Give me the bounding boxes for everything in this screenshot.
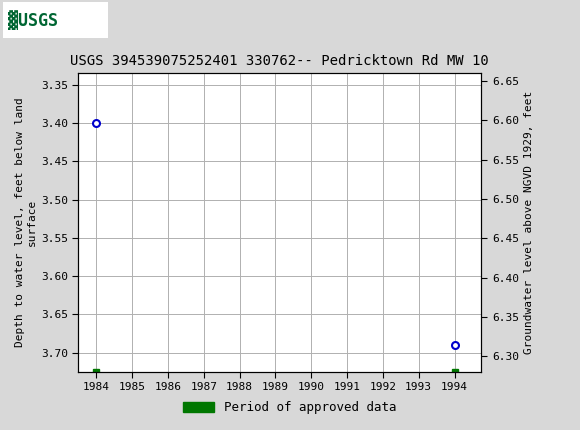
Y-axis label: Depth to water level, feet below land
surface: Depth to water level, feet below land su… xyxy=(15,98,37,347)
Title: USGS 394539075252401 330762-- Pedricktown Rd MW 10: USGS 394539075252401 330762-- Pedricktow… xyxy=(71,54,489,68)
Bar xyxy=(3,2,108,38)
Text: ▓USGS: ▓USGS xyxy=(8,10,58,30)
Y-axis label: Groundwater level above NGVD 1929, feet: Groundwater level above NGVD 1929, feet xyxy=(524,91,534,354)
Legend: Period of approved data: Period of approved data xyxy=(178,396,402,419)
